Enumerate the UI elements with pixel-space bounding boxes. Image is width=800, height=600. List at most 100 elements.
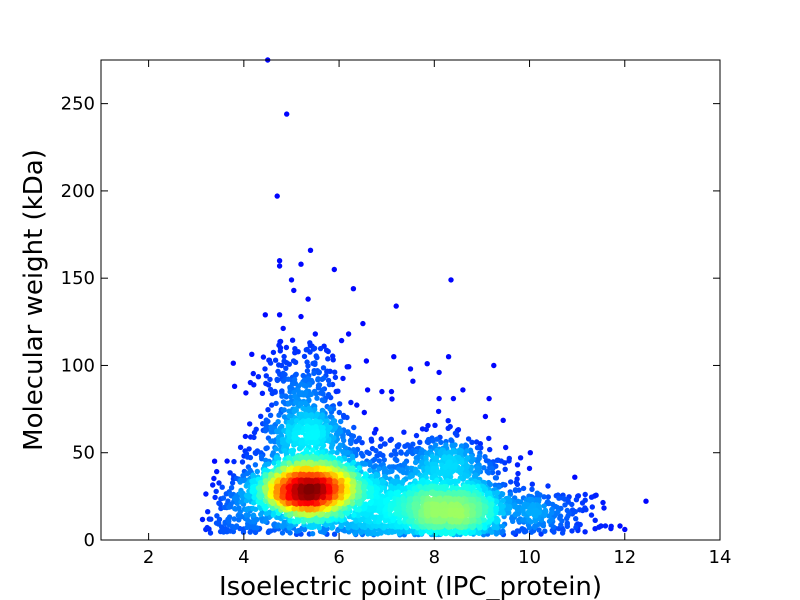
data-point: [333, 511, 339, 517]
data-point: [238, 477, 244, 483]
data-point: [448, 437, 454, 443]
data-point: [281, 414, 288, 420]
data-point: [323, 522, 330, 528]
data-point: [506, 510, 512, 516]
data-point: [295, 528, 301, 534]
data-point: [385, 496, 391, 503]
data-point: [367, 462, 373, 468]
data-point: [549, 510, 555, 516]
data-point: [401, 460, 408, 467]
data-point: [280, 478, 286, 485]
data-point: [471, 473, 478, 480]
data-point: [474, 445, 481, 451]
data-point: [589, 504, 595, 510]
data-point: [577, 507, 583, 513]
data-point: [342, 445, 349, 451]
data-point: [335, 388, 341, 394]
data-point: [262, 366, 268, 372]
data-point: [323, 418, 329, 424]
data-point: [302, 400, 309, 406]
data-point: [231, 383, 238, 389]
data-point: [265, 407, 271, 413]
data-point: [262, 312, 268, 318]
data-point: [489, 465, 495, 472]
data-point: [364, 529, 370, 536]
data-point: [564, 507, 570, 514]
data-point: [593, 492, 599, 498]
data-point: [430, 438, 436, 444]
data-point: [482, 454, 488, 460]
data-point: [452, 462, 459, 468]
data-point: [465, 436, 472, 442]
data-point: [487, 481, 493, 487]
data-point: [331, 531, 338, 537]
data-point: [274, 376, 280, 383]
data-point: [226, 514, 233, 520]
data-point: [320, 365, 327, 371]
data-point: [336, 429, 343, 435]
data-point: [545, 494, 551, 500]
data-point: [398, 449, 404, 455]
data-point: [338, 337, 345, 344]
data-point: [204, 524, 210, 531]
data-point: [377, 443, 384, 449]
data-point: [363, 512, 370, 518]
data-point: [219, 484, 225, 490]
data-point: [279, 388, 285, 395]
data-point: [503, 444, 509, 451]
data-point: [473, 439, 480, 445]
data-point: [569, 501, 575, 508]
data-point: [408, 513, 414, 519]
data-point: [452, 430, 459, 436]
data-point: [533, 512, 539, 519]
data-point: [283, 344, 290, 351]
data-point: [432, 461, 439, 468]
data-point: [246, 505, 252, 512]
data-point: [400, 502, 407, 508]
data-point: [317, 390, 324, 396]
data-point: [314, 419, 320, 425]
data-point: [389, 396, 395, 402]
data-point: [542, 512, 548, 519]
data-point: [237, 444, 244, 450]
data-point: [530, 503, 537, 509]
data-point: [452, 449, 458, 455]
data-point: [369, 438, 375, 444]
data-point: [564, 520, 570, 526]
data-point: [351, 459, 357, 466]
data-point: [424, 361, 430, 367]
data-point: [255, 485, 262, 491]
data-point: [476, 453, 483, 459]
data-point: [348, 399, 354, 406]
data-point: [376, 458, 382, 464]
data-point: [428, 489, 434, 496]
data-point: [494, 519, 500, 525]
data-point: [285, 376, 291, 382]
data-point: [407, 366, 414, 372]
data-point: [454, 510, 461, 517]
data-point: [280, 378, 287, 384]
data-point: [281, 353, 287, 360]
data-point: [326, 381, 333, 388]
data-point: [345, 499, 351, 506]
data-point: [247, 454, 254, 461]
data-point: [283, 450, 289, 456]
data-point: [400, 469, 406, 476]
data-point: [500, 528, 506, 534]
data-point: [386, 464, 393, 470]
data-point: [608, 523, 614, 529]
data-point: [419, 519, 426, 525]
data-point: [224, 458, 230, 464]
data-point: [213, 488, 219, 495]
data-point: [263, 373, 269, 379]
data-point: [449, 442, 455, 449]
data-point: [301, 377, 308, 383]
data-point: [265, 418, 271, 425]
data-point: [351, 512, 357, 518]
data-point: [226, 518, 232, 524]
data-point: [436, 395, 442, 402]
data-point: [273, 446, 279, 452]
data-point: [600, 499, 606, 506]
data-point: [237, 490, 244, 496]
data-point: [275, 419, 281, 425]
